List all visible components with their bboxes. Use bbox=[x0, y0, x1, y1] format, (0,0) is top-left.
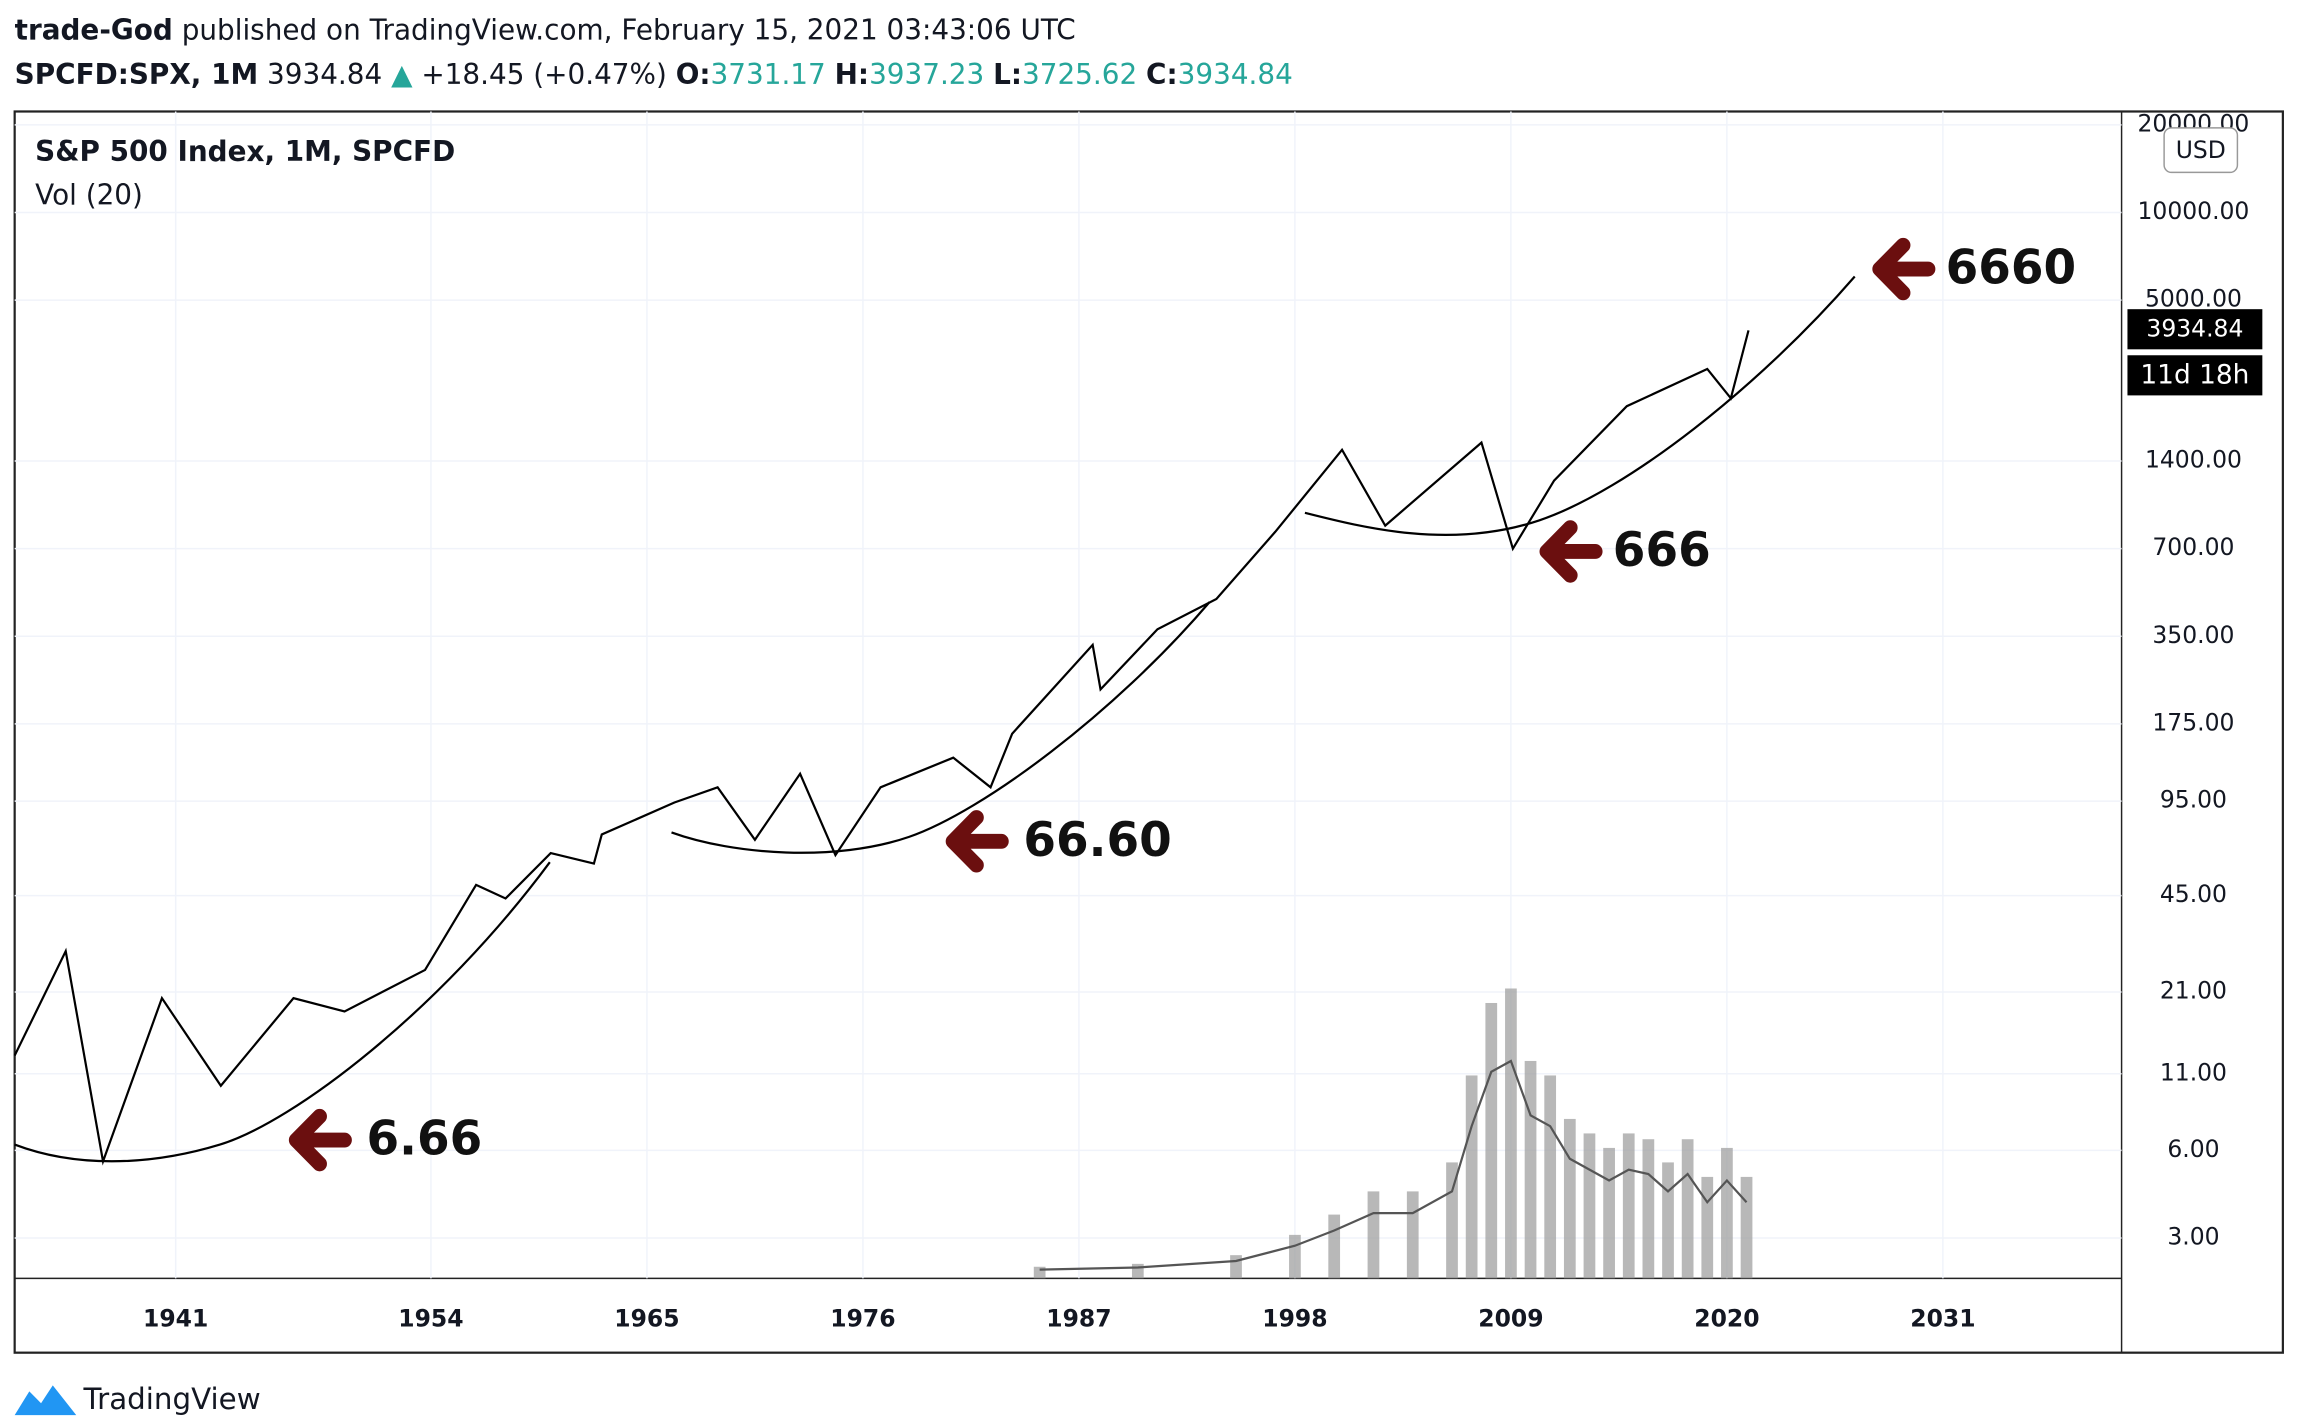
x-tick-label: 1941 bbox=[143, 1304, 208, 1332]
y-tick-label: 350.00 bbox=[2152, 621, 2234, 649]
brand: TradingView bbox=[83, 1382, 261, 1416]
volume-bar bbox=[1367, 1191, 1380, 1279]
annotation: 6660 bbox=[1946, 240, 2077, 295]
volume bbox=[1033, 988, 1753, 1279]
y-tick-label: 45.00 bbox=[2160, 880, 2227, 908]
chart-frame bbox=[13, 110, 2284, 1354]
x-tick-label: 1954 bbox=[398, 1304, 463, 1332]
y-tick-label: 1400.00 bbox=[2145, 445, 2242, 473]
x-tick-label: 1976 bbox=[830, 1304, 895, 1332]
y-tick-label: 5000.00 bbox=[2145, 285, 2242, 313]
x-tick-label: 2020 bbox=[1694, 1304, 1759, 1332]
last-price: 3934.84 bbox=[2146, 314, 2243, 342]
change: +18.45 (+0.47%) bbox=[421, 58, 667, 91]
annotation: 6.66 bbox=[367, 1111, 483, 1166]
header-line: trade-God published on TradingView.com, … bbox=[15, 13, 1076, 46]
countdown-box bbox=[2127, 355, 2263, 396]
volume-bar bbox=[1721, 1147, 1733, 1279]
volume-bar bbox=[1563, 1118, 1576, 1279]
publisher: trade-God bbox=[15, 13, 173, 46]
o-label: O: bbox=[676, 58, 711, 91]
volume-bar bbox=[1701, 1176, 1714, 1279]
volume-bar bbox=[1603, 1147, 1615, 1279]
volume-bar bbox=[1524, 1060, 1537, 1279]
volume-bar bbox=[1485, 1002, 1498, 1279]
l-label: L: bbox=[993, 58, 1022, 91]
volume-bar bbox=[1289, 1234, 1301, 1279]
open: 3731.17 bbox=[711, 58, 826, 91]
arrow bbox=[945, 810, 1009, 873]
currency-badge bbox=[2163, 127, 2239, 174]
volume-bar bbox=[1446, 1162, 1458, 1279]
annotation: 666 bbox=[1613, 523, 1711, 578]
published: published on TradingView.com, February 1… bbox=[182, 13, 1076, 46]
arrow bbox=[1872, 237, 1936, 301]
volume-bar bbox=[1328, 1214, 1341, 1279]
arc bbox=[14, 861, 551, 1163]
volume-bar bbox=[1505, 988, 1517, 1279]
y-tick-label: 10000.00 bbox=[2137, 197, 2249, 225]
symbol: SPCFD:SPX, 1M bbox=[15, 58, 259, 91]
volume-bar bbox=[1642, 1139, 1655, 1279]
volume-bar bbox=[1230, 1255, 1242, 1279]
annotation: 66.60 bbox=[1023, 813, 1171, 868]
c-label: C: bbox=[1146, 58, 1178, 91]
arc bbox=[671, 601, 1211, 854]
volume-ma bbox=[1039, 1059, 1748, 1271]
countdown: 11d 18h bbox=[2140, 359, 2249, 390]
quote-line: SPCFD:SPX, 1M 3934.84 ▲ +18.45 (+0.47%) … bbox=[15, 58, 1293, 91]
arc bbox=[1304, 275, 1856, 537]
plot bbox=[13, 330, 1750, 1166]
arrow bbox=[288, 1108, 352, 1172]
logo-icon bbox=[14, 1385, 77, 1416]
volume-bar bbox=[1662, 1162, 1674, 1279]
volume-bar bbox=[1033, 1266, 1046, 1279]
arrow bbox=[1539, 520, 1603, 583]
volume-bar bbox=[1583, 1133, 1596, 1279]
volume-bar bbox=[1406, 1191, 1419, 1279]
x-tick-label: 2031 bbox=[1910, 1304, 1975, 1332]
change-icon: ▲ bbox=[391, 58, 413, 91]
y-tick-label: 175.00 bbox=[2152, 708, 2234, 736]
close: 3934.84 bbox=[1178, 58, 1293, 91]
y-axis: 3.00 6.00 11.00 21.00 45.00 95.00 175.00 350.00… bbox=[2137, 109, 2249, 1250]
x-tick-label: 2009 bbox=[1478, 1304, 1543, 1332]
y-tick-label: 700.00 bbox=[2152, 533, 2234, 561]
price-line bbox=[13, 330, 1750, 1166]
volume-bar bbox=[1681, 1139, 1694, 1279]
grid: 1941 1954 1965 1976 1987 1998 2009 2020 2031 bbox=[14, 111, 2122, 1333]
y-tick-label: 6.00 bbox=[2167, 1135, 2219, 1163]
x-tick-label: 1998 bbox=[1262, 1304, 1327, 1332]
chart-title: S&P 500 Index, 1M, SPCFD bbox=[35, 135, 455, 168]
x-tick-label: 1965 bbox=[614, 1304, 679, 1332]
volume-bar bbox=[1740, 1176, 1753, 1279]
currency: USD bbox=[2176, 136, 2226, 164]
price: 3934.84 bbox=[267, 58, 382, 91]
logo bbox=[14, 1385, 77, 1416]
arrows bbox=[288, 237, 1936, 1172]
trend-arcs bbox=[14, 275, 1856, 1163]
x-tick-label: 1987 bbox=[1046, 1304, 1111, 1332]
y-tick-label: 21.00 bbox=[2160, 976, 2227, 1004]
y-tick-label: 11.00 bbox=[2160, 1058, 2227, 1086]
high: 3937.23 bbox=[869, 58, 984, 91]
h-label: H: bbox=[835, 58, 869, 91]
chart-subtitle: Vol (20) bbox=[35, 178, 143, 211]
volume-bar bbox=[1622, 1133, 1635, 1279]
last-price-box bbox=[2127, 309, 2263, 350]
low: 3725.62 bbox=[1022, 58, 1137, 91]
volume-bar bbox=[1544, 1075, 1557, 1279]
y-tick-label: 3.00 bbox=[2167, 1222, 2219, 1250]
volume-bar bbox=[1465, 1075, 1478, 1279]
y-tick-label: 95.00 bbox=[2160, 786, 2227, 814]
volume-bar bbox=[1131, 1263, 1144, 1279]
